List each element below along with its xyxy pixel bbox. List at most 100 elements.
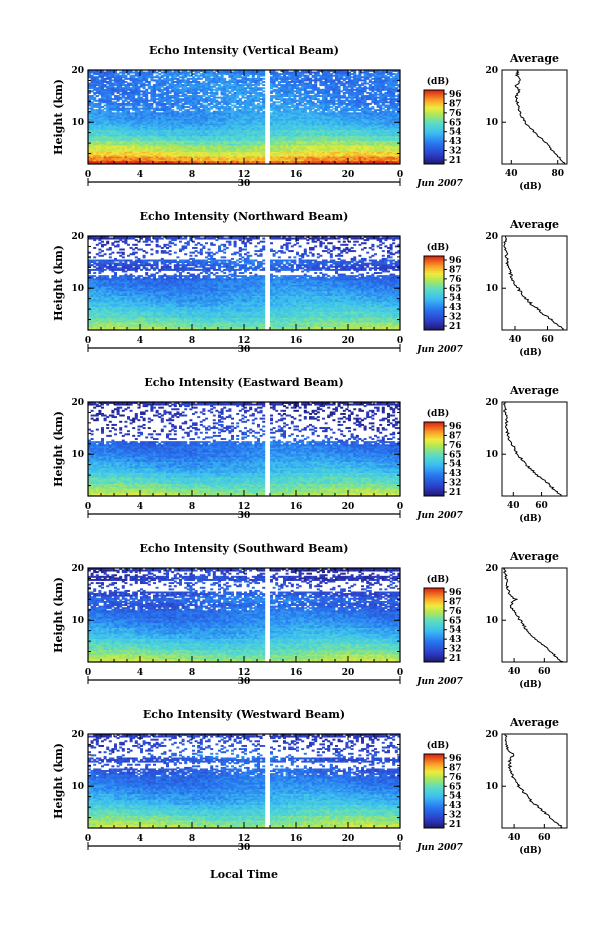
- heatmap-cell: [163, 134, 167, 137]
- heatmap-cell: [199, 138, 203, 141]
- heatmap-cell: [184, 134, 188, 137]
- heatmap-cell: [101, 159, 104, 162]
- heatmap-cell: [121, 145, 125, 148]
- heatmap-cell: [301, 145, 305, 148]
- heatmap-cell: [241, 138, 245, 141]
- heatmap-cell: [280, 110, 284, 113]
- heatmap-cell: [381, 149, 385, 152]
- heatmap-cell: [337, 110, 341, 113]
- heatmap-cell: [392, 160, 396, 163]
- heatmap-cell: [381, 157, 385, 160]
- heatmap-cell: [95, 131, 99, 134]
- heatmap-cell: [301, 143, 305, 146]
- heatmap-cell: [329, 137, 333, 140]
- heatmap-cell: [238, 146, 242, 149]
- heatmap-cell: [228, 95, 232, 98]
- heatmap-cell: [324, 132, 328, 135]
- heatmap-cell: [303, 145, 307, 148]
- heatmap-cell: [392, 151, 396, 154]
- heatmap-cell: [93, 160, 97, 163]
- heatmap-cell: [124, 146, 128, 149]
- heatmap-cell: [280, 156, 284, 159]
- heatmap-cell: [293, 148, 297, 151]
- heatmap-cell: [293, 135, 297, 138]
- heatmap-cell: [249, 149, 253, 152]
- heatmap-cell: [374, 148, 377, 151]
- heatmap-cell: [124, 102, 128, 105]
- heatmap-cell: [306, 148, 310, 151]
- heatmap-cell: [301, 148, 305, 151]
- heatmap-cell: [389, 110, 393, 113]
- heatmap-cell: [225, 140, 229, 143]
- heatmap-cell: [251, 148, 255, 151]
- heatmap-cell: [155, 93, 159, 96]
- heatmap-cell: [394, 148, 398, 151]
- heatmap-cell: [259, 160, 263, 163]
- heatmap-cell: [366, 142, 370, 145]
- heatmap-cell: [236, 106, 240, 108]
- heatmap-cell: [147, 140, 151, 143]
- heatmap-cell: [186, 134, 190, 137]
- heatmap-cell: [98, 132, 102, 135]
- heatmap-cell: [319, 140, 323, 143]
- heatmap-cell: [155, 156, 159, 159]
- heatmap-cell: [163, 132, 167, 135]
- heatmap-cell: [145, 151, 149, 154]
- heatmap-cell: [329, 106, 333, 108]
- heatmap-cell: [244, 137, 247, 140]
- heatmap-cell: [132, 134, 136, 137]
- heatmap-cell: [368, 159, 372, 162]
- heatmap-cell: [353, 131, 357, 134]
- heatmap-cell: [179, 151, 182, 154]
- heatmap-cell: [309, 142, 312, 145]
- heatmap-cell: [150, 146, 154, 149]
- heatmap-cell: [306, 99, 310, 102]
- heatmap-cell: [225, 153, 229, 155]
- heatmap-cell: [142, 142, 146, 145]
- heatmap-cell: [93, 156, 97, 159]
- heatmap-cell: [101, 131, 104, 134]
- heatmap-cell: [194, 151, 198, 154]
- heatmap-cell: [332, 137, 336, 140]
- heatmap-cell: [119, 132, 123, 135]
- heatmap-cell: [114, 156, 117, 159]
- heatmap-cell: [337, 156, 341, 159]
- heatmap-cell: [348, 154, 351, 157]
- heatmap-cell: [283, 137, 286, 140]
- heatmap-cell: [155, 138, 159, 141]
- heatmap-cell: [186, 151, 190, 154]
- heatmap-cell: [361, 160, 364, 163]
- heatmap-cell: [340, 148, 344, 151]
- heatmap-cell: [184, 106, 188, 108]
- heatmap-cell: [311, 145, 315, 148]
- heatmap-cell: [223, 138, 227, 141]
- heatmap-cell: [168, 151, 172, 154]
- heatmap-cell: [251, 151, 255, 154]
- heatmap-cell: [316, 157, 320, 160]
- heatmap-cell: [316, 159, 320, 162]
- heatmap-cell: [314, 148, 318, 151]
- heatmap-cell: [327, 137, 331, 140]
- heatmap-cell: [288, 135, 292, 138]
- heatmap-cell: [225, 131, 229, 134]
- heatmap-cell: [277, 134, 281, 137]
- heatmap-cell: [303, 153, 307, 155]
- heatmap-cell: [225, 143, 229, 146]
- heatmap-cell: [88, 134, 91, 137]
- heatmap-cell: [329, 159, 333, 162]
- heatmap-cell: [147, 137, 151, 140]
- heatmap-cell: [205, 137, 208, 140]
- heatmap-cell: [309, 154, 312, 157]
- heatmap-cell: [374, 145, 377, 148]
- heatmap-cell: [368, 135, 372, 138]
- heatmap-cell: [246, 134, 250, 137]
- heatmap-cell: [283, 153, 286, 155]
- heatmap-cell: [228, 151, 232, 154]
- heatmap-cell: [197, 131, 201, 134]
- heatmap-cell: [142, 132, 146, 135]
- heatmap-cell: [153, 138, 156, 141]
- heatmap-cell: [296, 154, 299, 157]
- heatmap-cell: [376, 148, 380, 151]
- heatmap-cell: [155, 154, 159, 157]
- heatmap-cell: [129, 112, 133, 115]
